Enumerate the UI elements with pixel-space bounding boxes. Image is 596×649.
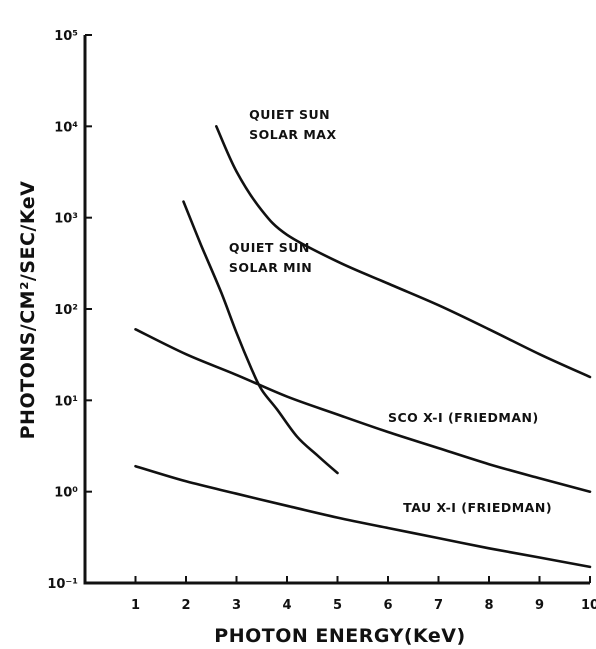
series-label: QUIET SUN bbox=[229, 240, 310, 255]
x-tick-label: 9 bbox=[535, 598, 544, 613]
x-tick-label: 6 bbox=[383, 598, 392, 613]
y-tick-label: 10¹ bbox=[54, 394, 78, 409]
curve-labels: QUIET SUN SOLAR MAX QUIET SUN SOLAR MIN SCO … bbox=[229, 107, 552, 515]
x-tick-label: 8 bbox=[484, 598, 493, 613]
curves bbox=[134, 125, 592, 569]
series-line bbox=[182, 200, 339, 475]
x-tick-label: 1 bbox=[131, 598, 140, 613]
y-axis-label: PHOTONS/CM²/SEC/KeV bbox=[17, 181, 39, 440]
series-label: QUIET SUN bbox=[249, 107, 330, 122]
x-tick-label: 7 bbox=[434, 598, 443, 613]
y-tick-label: 10⁻¹ bbox=[47, 577, 78, 592]
x-tick-label: 3 bbox=[232, 598, 241, 613]
series-label: SOLAR MAX bbox=[249, 127, 337, 142]
series-label: TAU X-I (FRIEDMAN) bbox=[403, 500, 552, 515]
y-tick-label: 10³ bbox=[54, 212, 78, 227]
x-tick-label: 5 bbox=[333, 598, 342, 613]
x-tick-label: 10 bbox=[581, 598, 596, 613]
x-axis-label: PHOTON ENERGY(KeV) bbox=[214, 625, 465, 647]
y-tick-label: 10⁰ bbox=[54, 486, 78, 501]
x-tick-label: 2 bbox=[181, 598, 190, 613]
ticks: 1 2 3 4 5 6 7 8 9 10 10⁻¹ 10⁰ 10¹ 10² 10³ 10⁴ 10⁵ bbox=[47, 29, 596, 613]
series-line bbox=[134, 464, 592, 569]
series-line bbox=[215, 125, 592, 379]
series-label: SOLAR MIN bbox=[229, 260, 312, 275]
series-line bbox=[134, 328, 592, 493]
y-tick-label: 10⁴ bbox=[54, 120, 78, 135]
y-tick-label: 10⁵ bbox=[54, 29, 78, 44]
y-tick-label: 10² bbox=[54, 303, 78, 318]
x-tick-label: 4 bbox=[282, 598, 291, 613]
series-label: SCO X-I (FRIEDMAN) bbox=[388, 410, 539, 425]
